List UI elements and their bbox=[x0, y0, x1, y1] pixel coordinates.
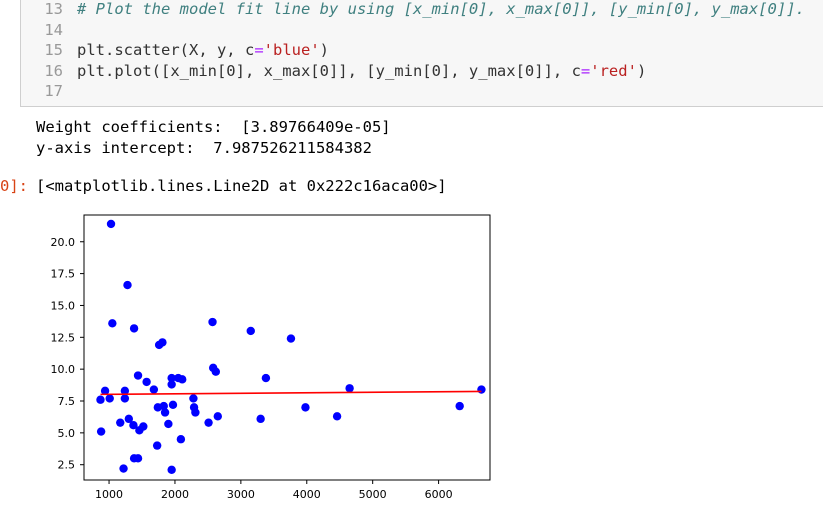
code-operator: = bbox=[580, 62, 591, 80]
data-point bbox=[105, 394, 114, 403]
y-tick-label: 12.5 bbox=[51, 331, 76, 344]
fit-line-group bbox=[100, 390, 482, 396]
data-point bbox=[120, 386, 130, 396]
y-tick-label: 20.0 bbox=[51, 236, 76, 249]
data-point bbox=[167, 380, 176, 389]
code-line-17: 17 bbox=[21, 81, 77, 102]
code-comment: # Plot the model fit line by using [x_mi… bbox=[77, 0, 805, 18]
data-point bbox=[301, 403, 310, 412]
code-operator: = bbox=[254, 41, 264, 59]
data-point bbox=[116, 418, 125, 427]
data-point bbox=[160, 408, 170, 417]
output-weight-coefficients: Weight coefficients: [3.89766409e-05] bbox=[36, 118, 391, 136]
code-line-14: 14 bbox=[21, 20, 77, 41]
data-point bbox=[213, 412, 222, 421]
y-tick-label: 5.0 bbox=[58, 427, 76, 440]
data-point bbox=[106, 219, 116, 229]
data-point bbox=[211, 367, 221, 376]
line-number: 14 bbox=[44, 21, 63, 39]
data-point bbox=[246, 326, 255, 336]
data-point bbox=[167, 373, 176, 383]
data-point bbox=[286, 334, 296, 343]
line-number: 16 bbox=[44, 62, 63, 80]
data-point bbox=[332, 412, 342, 421]
data-point bbox=[124, 414, 134, 424]
x-tick-label: 5000 bbox=[359, 488, 387, 501]
data-point bbox=[149, 385, 159, 394]
data-point bbox=[455, 401, 464, 411]
x-tick-label: 4000 bbox=[293, 488, 321, 501]
data-point bbox=[133, 371, 143, 380]
data-point bbox=[178, 375, 187, 384]
data-point bbox=[208, 317, 217, 327]
data-point bbox=[96, 427, 106, 436]
code-string: 'red' bbox=[590, 62, 637, 80]
data-point bbox=[135, 426, 144, 435]
data-point bbox=[167, 465, 176, 475]
x-tick-label: 3000 bbox=[227, 488, 255, 501]
y-tick-label: 15.0 bbox=[51, 299, 76, 312]
code-cell[interactable]: 13 # Plot the model fit line by using [x_… bbox=[20, 0, 823, 107]
data-point bbox=[152, 441, 162, 450]
x-tick-label: 6000 bbox=[425, 488, 453, 501]
line-number: 13 bbox=[44, 0, 63, 18]
x-tick-label: 2000 bbox=[161, 488, 189, 501]
x-tick-label: 1000 bbox=[95, 488, 123, 501]
y-tick-label: 17.5 bbox=[51, 268, 76, 281]
data-point bbox=[191, 408, 200, 417]
y-tick-label: 10.0 bbox=[51, 363, 76, 376]
code-text: ) bbox=[319, 41, 329, 59]
data-point bbox=[189, 394, 198, 403]
y-tick-label: 7.5 bbox=[58, 395, 76, 408]
data-points bbox=[96, 219, 486, 475]
data-point bbox=[119, 464, 128, 473]
data-point bbox=[142, 377, 151, 387]
data-point bbox=[108, 319, 117, 328]
fit-line bbox=[100, 390, 482, 396]
data-point bbox=[100, 386, 110, 396]
data-point bbox=[133, 454, 143, 463]
data-point bbox=[204, 418, 213, 427]
code-line-13: 13 # Plot the model fit line by using [x_… bbox=[21, 0, 805, 20]
code-line-15: 15 plt.scatter(X, y, c='blue') bbox=[21, 40, 329, 61]
y-tick-label: 2.5 bbox=[58, 459, 76, 472]
data-point bbox=[120, 394, 130, 403]
line-number: 17 bbox=[44, 82, 63, 100]
code-text: plt.scatter(X, y, c bbox=[77, 41, 255, 59]
code-line-16: 16 plt.plot([x_min[0], x_max[0]], [y_min[… bbox=[21, 61, 646, 82]
data-point bbox=[164, 419, 173, 429]
code-text: plt.plot([x_min[0], x_max[0]], [y_min[0]… bbox=[77, 62, 581, 80]
code-string: 'blue' bbox=[263, 41, 320, 59]
data-point bbox=[96, 395, 105, 404]
plot-area bbox=[83, 214, 491, 481]
data-point bbox=[261, 373, 271, 383]
data-point bbox=[159, 401, 168, 411]
output-repr: [<matplotlib.lines.Line2D at 0x222c16aca… bbox=[36, 177, 447, 195]
x-axis: 1000 2000 3000 4000 5000 6000 bbox=[95, 480, 453, 501]
data-point bbox=[345, 384, 354, 393]
data-point bbox=[176, 435, 186, 444]
data-point bbox=[477, 385, 486, 394]
line-number: 15 bbox=[44, 41, 63, 59]
data-point bbox=[129, 324, 139, 333]
y-axis: 2.5 5.0 7.5 10.0 12.5 15.0 17.5 20.0 bbox=[51, 236, 84, 472]
data-point bbox=[256, 414, 265, 424]
output-y-intercept: y-axis intercept: 7.987526211584382 bbox=[36, 139, 372, 157]
data-point bbox=[129, 421, 138, 430]
data-point bbox=[158, 338, 167, 347]
code-text: ) bbox=[636, 62, 647, 80]
data-point bbox=[168, 400, 178, 410]
data-point bbox=[123, 280, 132, 290]
output-prompt: 0]: bbox=[0, 177, 28, 195]
